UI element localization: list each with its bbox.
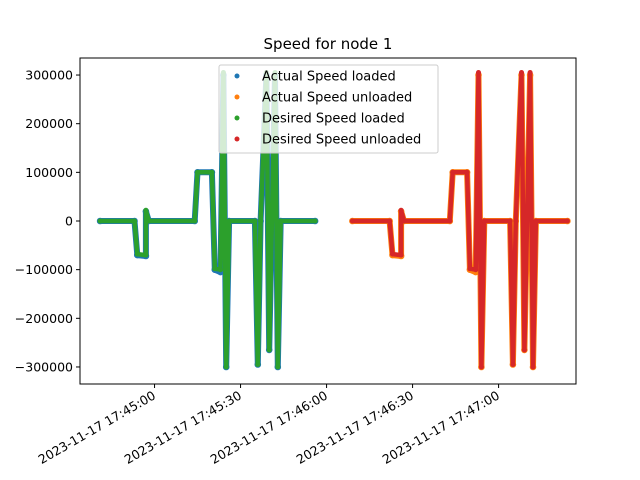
data-point bbox=[131, 218, 138, 224]
data-point bbox=[194, 169, 201, 175]
data-point bbox=[312, 218, 318, 224]
data-point bbox=[275, 364, 281, 370]
data-point bbox=[527, 70, 533, 76]
legend-label: Actual Speed unloaded bbox=[262, 91, 412, 106]
y-tick-label: 0 bbox=[65, 214, 73, 229]
data-point bbox=[217, 267, 224, 273]
chart-title: Speed for node 1 bbox=[264, 35, 393, 53]
data-point bbox=[223, 364, 229, 370]
data-point bbox=[387, 218, 393, 224]
legend-marker bbox=[234, 94, 240, 100]
data-point bbox=[564, 218, 570, 224]
data-point bbox=[134, 251, 140, 257]
legend-marker bbox=[234, 136, 240, 142]
y-tick-label: 300000 bbox=[25, 68, 73, 83]
data-point bbox=[473, 267, 479, 273]
data-point bbox=[398, 207, 404, 213]
legend-marker bbox=[234, 115, 240, 121]
data-point bbox=[266, 347, 272, 353]
data-point bbox=[450, 169, 456, 175]
y-tick-label: 200000 bbox=[25, 116, 73, 131]
data-point bbox=[398, 252, 404, 258]
data-point bbox=[192, 218, 198, 224]
data-point bbox=[530, 364, 536, 370]
series-desired-speed-unloaded bbox=[349, 70, 570, 370]
data-point bbox=[226, 218, 232, 224]
data-point bbox=[143, 252, 149, 258]
data-point bbox=[518, 70, 525, 76]
data-point bbox=[481, 218, 487, 224]
data-point bbox=[278, 218, 284, 224]
y-tick-label: −300000 bbox=[15, 359, 73, 374]
data-point bbox=[252, 218, 258, 224]
y-tick-label: −200000 bbox=[15, 311, 73, 326]
data-point bbox=[97, 218, 103, 224]
data-point bbox=[464, 169, 470, 175]
data-point bbox=[447, 218, 453, 224]
legend-label: Desired Speed unloaded bbox=[262, 133, 421, 148]
data-point bbox=[349, 218, 355, 224]
data-point bbox=[212, 266, 218, 272]
data-point bbox=[521, 347, 527, 353]
legend-label: Actual Speed loaded bbox=[262, 70, 396, 85]
legend-label: Desired Speed loaded bbox=[262, 112, 405, 127]
data-point bbox=[510, 361, 516, 368]
data-point bbox=[209, 169, 215, 175]
y-tick-label: 100000 bbox=[25, 165, 73, 180]
data-point bbox=[401, 218, 407, 224]
data-point bbox=[255, 361, 261, 368]
data-point bbox=[507, 218, 513, 224]
data-point bbox=[478, 364, 484, 370]
data-point bbox=[467, 266, 473, 272]
data-point bbox=[143, 207, 149, 213]
legend-box bbox=[218, 64, 439, 154]
legend: Actual Speed loaded Actual Speed unloaded… bbox=[218, 64, 439, 154]
legend-marker bbox=[234, 73, 240, 79]
y-tick-label: −100000 bbox=[15, 262, 73, 277]
data-point bbox=[475, 70, 482, 76]
data-point bbox=[513, 218, 519, 224]
data-point bbox=[389, 251, 396, 257]
data-point bbox=[146, 218, 152, 224]
data-point bbox=[533, 218, 539, 224]
data-point bbox=[258, 218, 264, 224]
